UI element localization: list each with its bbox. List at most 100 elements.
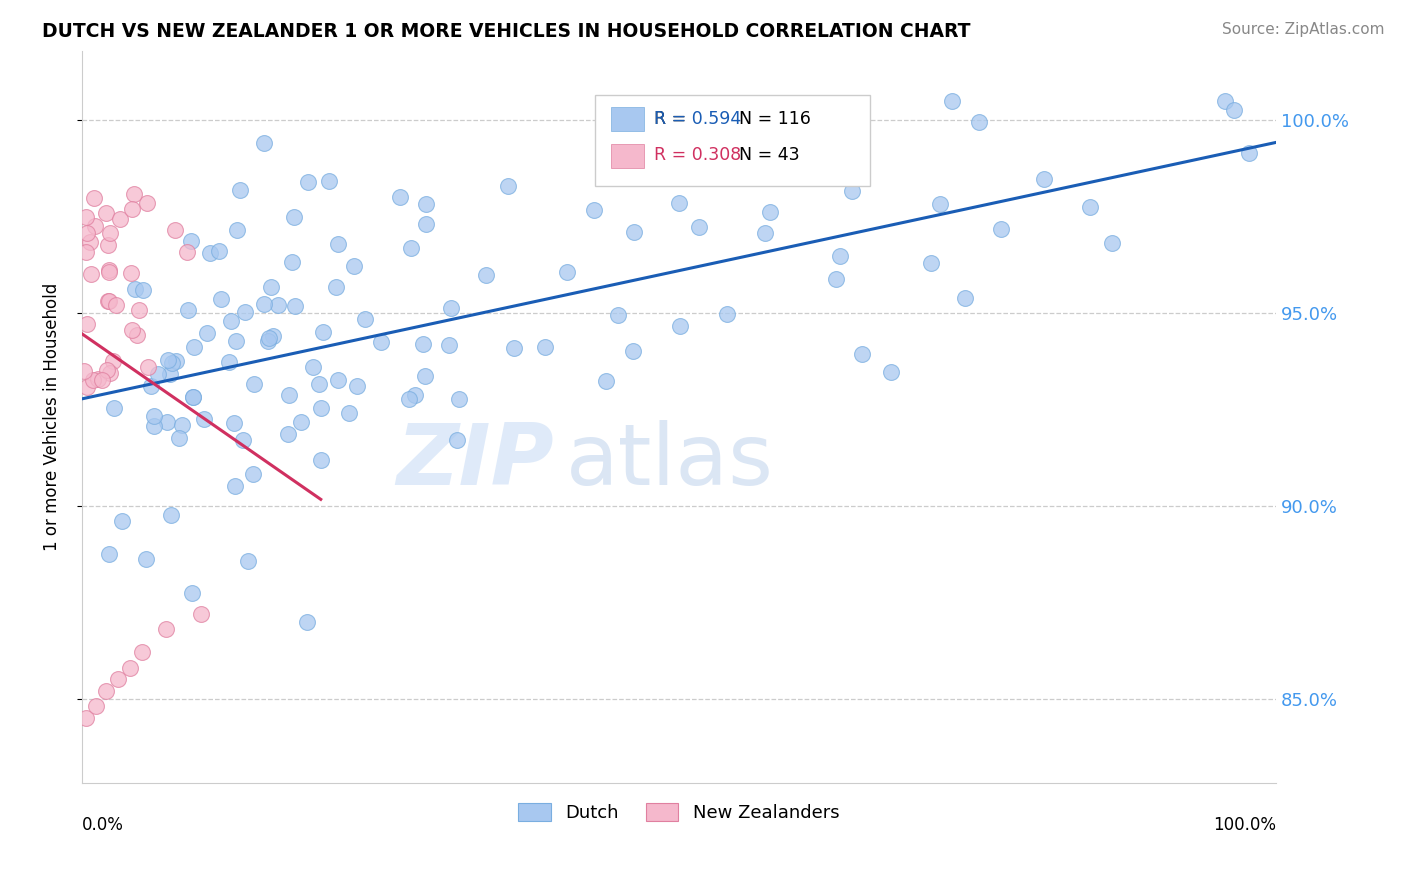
- Point: [97, 294, 120, 309]
- Point: [302, 359, 325, 374]
- Point: [208, 244, 231, 258]
- Point: [143, 409, 166, 424]
- Point: [283, 210, 305, 224]
- Point: [224, 479, 246, 493]
- Point: [79, 235, 101, 249]
- Point: [295, 615, 318, 629]
- Point: [96, 362, 118, 376]
- Point: [252, 297, 274, 311]
- Point: [75, 210, 97, 224]
- Point: [267, 297, 290, 311]
- Point: [1237, 146, 1260, 161]
- Point: [97, 293, 120, 308]
- Point: [503, 341, 526, 355]
- Point: [131, 645, 153, 659]
- Point: [219, 314, 242, 328]
- Point: [688, 220, 710, 235]
- Point: [1213, 94, 1236, 108]
- Point: [76, 317, 98, 331]
- Point: [399, 241, 422, 255]
- Point: [668, 196, 690, 211]
- Point: [91, 373, 114, 387]
- Point: [1101, 235, 1123, 250]
- Point: [146, 368, 169, 382]
- Point: [337, 406, 360, 420]
- FancyBboxPatch shape: [595, 95, 870, 186]
- Point: [830, 249, 852, 263]
- Point: [83, 191, 105, 205]
- Point: [297, 175, 319, 189]
- Text: R =: R =: [654, 110, 692, 128]
- Point: [83, 219, 105, 233]
- Point: [124, 186, 146, 201]
- Point: [415, 218, 437, 232]
- Point: [108, 211, 131, 226]
- Point: [290, 415, 312, 429]
- Point: [156, 415, 179, 429]
- FancyBboxPatch shape: [610, 107, 644, 131]
- Point: [94, 684, 117, 698]
- Point: [440, 301, 463, 315]
- Point: [277, 388, 299, 402]
- Point: [388, 190, 411, 204]
- Point: [534, 341, 557, 355]
- Point: [841, 184, 863, 198]
- Point: [198, 245, 221, 260]
- Point: [177, 303, 200, 318]
- Point: [318, 174, 340, 188]
- Point: [284, 299, 307, 313]
- Point: [311, 325, 333, 339]
- Point: [595, 374, 617, 388]
- Text: ZIP: ZIP: [396, 419, 554, 502]
- FancyBboxPatch shape: [610, 144, 644, 168]
- Point: [260, 280, 283, 294]
- Point: [326, 373, 349, 387]
- Point: [180, 234, 202, 248]
- Text: Source: ZipAtlas.com: Source: ZipAtlas.com: [1222, 22, 1385, 37]
- Text: N = 43: N = 43: [738, 146, 799, 164]
- Point: [181, 391, 204, 405]
- Point: [76, 380, 98, 394]
- Point: [449, 392, 471, 407]
- Point: [413, 368, 436, 383]
- Point: [236, 554, 259, 568]
- Point: [80, 267, 103, 281]
- Point: [253, 136, 276, 151]
- Point: [107, 673, 129, 687]
- Point: [125, 327, 148, 342]
- Point: [256, 334, 278, 349]
- Point: [754, 226, 776, 240]
- Point: [170, 418, 193, 433]
- Point: [84, 699, 107, 714]
- Point: [225, 334, 247, 349]
- Text: 100.0%: 100.0%: [1213, 816, 1277, 835]
- Point: [308, 376, 330, 391]
- Point: [121, 202, 143, 216]
- Point: [257, 331, 280, 345]
- Point: [474, 268, 496, 283]
- Point: [96, 237, 118, 252]
- Point: [222, 417, 245, 431]
- Point: [118, 661, 141, 675]
- Point: [98, 548, 121, 562]
- Point: [180, 586, 202, 600]
- Text: DUTCH VS NEW ZEALANDER 1 OR MORE VEHICLES IN HOUSEHOLD CORRELATION CHART: DUTCH VS NEW ZEALANDER 1 OR MORE VEHICLE…: [42, 22, 970, 41]
- Point: [75, 711, 97, 725]
- Point: [716, 307, 738, 321]
- Point: [195, 326, 218, 341]
- Point: [124, 282, 146, 296]
- Text: atlas: atlas: [565, 419, 773, 502]
- Point: [277, 427, 299, 442]
- Point: [920, 256, 942, 270]
- Point: [229, 183, 252, 197]
- Point: [621, 344, 644, 359]
- Point: [209, 292, 232, 306]
- Text: N = 116: N = 116: [738, 110, 810, 128]
- Point: [309, 453, 332, 467]
- Point: [928, 196, 950, 211]
- Point: [1032, 171, 1054, 186]
- Point: [159, 508, 181, 522]
- Point: [353, 312, 375, 326]
- Point: [176, 244, 198, 259]
- Point: [628, 151, 651, 165]
